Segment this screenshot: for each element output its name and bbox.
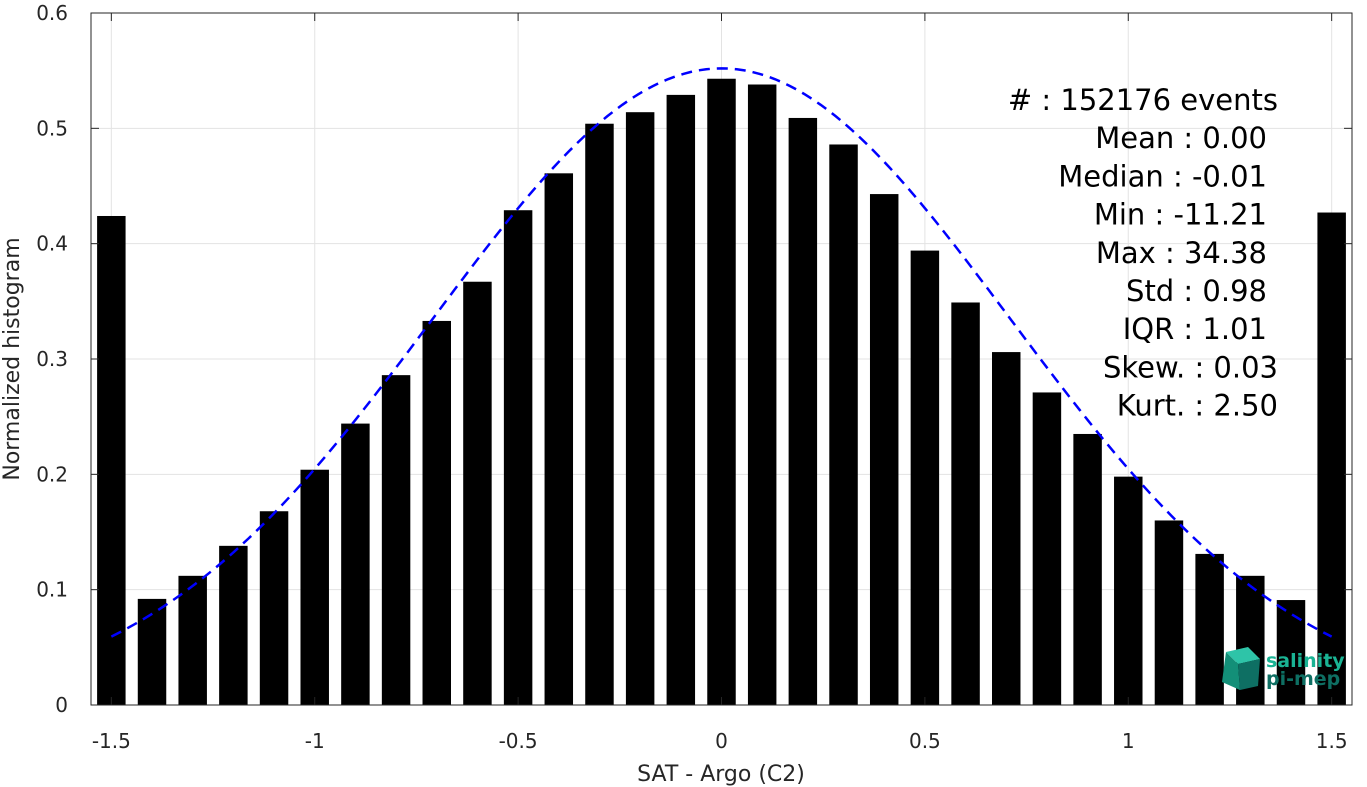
histogram-bar [829, 144, 858, 706]
histogram-bar [503, 210, 533, 705]
stats-line: Max : 34.38 [1096, 236, 1267, 270]
y-tick-label: 0.6 [36, 1, 68, 25]
histogram-bar [1154, 520, 1184, 705]
histogram-bar [97, 215, 126, 705]
x-tick-label: -1 [305, 729, 325, 753]
histogram-bar [137, 598, 167, 705]
x-tick-label: 1 [1122, 729, 1135, 753]
x-axis-label: SAT - Argo (C2) [637, 762, 805, 787]
histogram-bar [1317, 212, 1346, 705]
statistics-annotation: # : 152176 events Mean : 0.00 Median : -0.… [1008, 83, 1278, 423]
histogram-bar [951, 302, 980, 705]
stats-line: IQR : 1.01 [1123, 312, 1267, 346]
y-axis-label: Normalized histogram [0, 237, 25, 480]
histogram-bar [1073, 433, 1102, 705]
x-tick-label: -0.5 [499, 729, 538, 753]
x-tick-label: 0.5 [909, 729, 941, 753]
histogram-bar [788, 117, 818, 706]
histogram-bar [259, 511, 289, 705]
y-tick-label: 0.1 [36, 578, 68, 602]
histogram-bar [341, 423, 370, 705]
histogram-bar [463, 281, 492, 705]
y-tick-label: 0 [55, 693, 68, 717]
x-tick-label: 1.5 [1316, 729, 1348, 753]
histogram-bar [1032, 392, 1062, 705]
logo-cube-icon [1222, 647, 1260, 690]
logo-text-salinity: salinity [1266, 650, 1345, 672]
normal-fit-curve [110, 67, 1333, 638]
histogram-bar [707, 78, 736, 706]
y-tick-label: 0.4 [36, 232, 68, 256]
salinity-pimep-logo: salinity pi-mep [1222, 647, 1345, 690]
y-tick-label: 0.3 [36, 347, 68, 371]
stats-line: # : 152176 events [1008, 83, 1278, 117]
x-tick-label: -1.5 [92, 729, 131, 753]
histogram-bar [910, 250, 940, 705]
histogram-bar [625, 112, 655, 706]
y-tick-labels: 0 0.1 0.2 0.3 0.4 0.5 0.6 [36, 1, 68, 717]
histogram-bar [300, 469, 329, 705]
histogram-bar [1276, 600, 1306, 705]
histogram-bar [1195, 553, 1224, 705]
histogram-bar [585, 123, 614, 706]
histogram-bar [992, 352, 1021, 705]
stats-line: Min : -11.21 [1094, 198, 1267, 232]
histogram-bar [747, 84, 777, 706]
histogram-bar [219, 545, 248, 705]
histogram-bar [544, 173, 574, 705]
stats-line: Kurt. : 2.50 [1117, 389, 1278, 423]
histogram-bar [1114, 476, 1143, 705]
histogram-bar [422, 320, 451, 705]
bars [97, 78, 1346, 706]
x-tick-label: 0 [715, 729, 728, 753]
stats-line: Median : -0.01 [1058, 159, 1267, 193]
stats-line: Std : 0.98 [1126, 274, 1267, 308]
tick-marks [91, 12, 1352, 706]
y-tick-label: 0.2 [36, 462, 68, 486]
x-tick-labels: -1.5 -1 -0.5 0 0.5 1 1.5 [92, 729, 1348, 753]
histogram-bar [869, 194, 899, 705]
stats-line: Skew. : 0.03 [1103, 350, 1278, 384]
histogram-bar [381, 375, 411, 705]
histogram-bar [666, 94, 696, 706]
logo-text-pimep: pi-mep [1266, 668, 1340, 690]
stats-line: Mean : 0.00 [1095, 121, 1267, 155]
histogram-bar [178, 575, 207, 705]
y-tick-label: 0.5 [36, 116, 68, 140]
